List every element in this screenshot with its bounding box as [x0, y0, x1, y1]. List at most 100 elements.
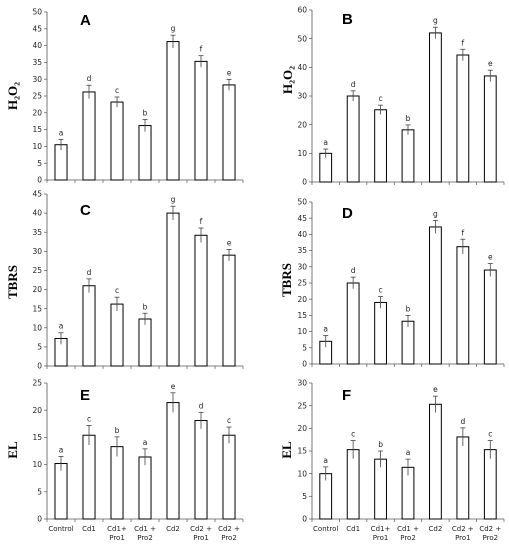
- y-tick-label: 5: [37, 159, 42, 168]
- category-label: Cd2 + Pro2: [479, 525, 501, 542]
- significance-letter: d: [460, 417, 465, 426]
- bar: [346, 449, 360, 520]
- y-tick-label: 10: [32, 142, 42, 151]
- significance-letter: e: [433, 385, 438, 394]
- bar: [374, 458, 387, 520]
- bar: [483, 75, 497, 183]
- category-label: Cd1: [346, 525, 360, 533]
- category-label-line2: Pro2: [400, 534, 416, 542]
- y-tick-label: 15: [32, 433, 42, 442]
- category-label: Control: [313, 525, 338, 533]
- significance-letter: b: [406, 304, 411, 313]
- y-tick-label: 5: [37, 487, 42, 496]
- bar: [401, 129, 415, 183]
- significance-letter: c: [227, 416, 231, 425]
- bar: [54, 463, 68, 520]
- significance-letter: e: [488, 253, 493, 262]
- category-label: Cd2: [429, 525, 443, 533]
- bar: [138, 125, 152, 181]
- bar: [166, 41, 180, 181]
- significance-letter: e: [227, 238, 232, 247]
- bar: [374, 109, 387, 183]
- y-tick-label: 50: [32, 8, 42, 17]
- y-tick-label: 30: [297, 262, 307, 271]
- category-label: Cd1 + Pro2: [397, 525, 419, 542]
- y-tick-label: 10: [297, 149, 307, 158]
- bar: [194, 420, 208, 520]
- y-tick-label: 40: [297, 230, 307, 239]
- y-tick-label: 25: [297, 279, 307, 288]
- y-tick-label: 10: [297, 327, 307, 336]
- y-tick-label: 0: [302, 360, 307, 369]
- y-axis-label: H₂O₂: [5, 82, 20, 110]
- bar: [222, 254, 236, 367]
- category-label: Cd1+ Pro1: [371, 525, 391, 542]
- panel-letter: A: [80, 12, 91, 29]
- y-tick-label: 35: [297, 246, 307, 255]
- y-tick-label: 5: [302, 492, 307, 501]
- y-tick-label: 30: [32, 247, 42, 256]
- bar: [456, 246, 470, 365]
- category-label-line2: Pro1: [455, 534, 471, 542]
- significance-letter: a: [323, 324, 328, 333]
- significance-letter: c: [379, 286, 383, 295]
- bar: [346, 282, 360, 365]
- y-tick-label: 60: [297, 6, 307, 15]
- category-label: Cd1: [82, 525, 96, 533]
- significance-letter: a: [323, 138, 328, 147]
- category-label-line1: Cd2 +: [479, 525, 501, 533]
- significance-letter: g: [433, 209, 438, 218]
- bar: [194, 234, 208, 367]
- panel-letter: D: [342, 205, 353, 222]
- significance-letter: a: [59, 128, 64, 137]
- significance-letter: a: [406, 448, 411, 457]
- y-tick-label: 25: [32, 266, 42, 275]
- bar: [483, 269, 497, 365]
- y-tick-label: 30: [297, 92, 307, 101]
- bar: [110, 303, 124, 367]
- y-tick-label: 35: [32, 58, 42, 67]
- significance-letter: b: [378, 440, 383, 449]
- significance-letter: g: [171, 195, 176, 204]
- bar: [138, 456, 152, 520]
- y-tick-label: 45: [32, 24, 42, 33]
- y-tick-label: 20: [32, 406, 42, 415]
- significance-letter: f: [200, 45, 203, 54]
- significance-letter: f: [200, 217, 203, 226]
- bar: [429, 32, 442, 183]
- panel-letter: E: [80, 387, 90, 404]
- panel-letter: F: [342, 387, 351, 404]
- y-tick-label: 0: [302, 515, 307, 524]
- y-tick-label: 30: [297, 379, 307, 388]
- significance-letter: d: [351, 80, 356, 89]
- bar: [166, 402, 180, 520]
- category-label-line2: Pro2: [483, 534, 499, 542]
- y-tick-label: 20: [297, 120, 307, 129]
- bar: [222, 84, 236, 181]
- bar: [483, 449, 497, 520]
- category-label-line1: Cd1 +: [397, 525, 419, 533]
- category-label-line1: Cd2 +: [452, 525, 474, 533]
- y-tick-label: 25: [297, 401, 307, 410]
- panel-a: 0 5 10 15 20 25 30 35 40 45 50 a d c b g f e A H₂O₂: [5, 8, 244, 185]
- significance-letter: a: [323, 456, 328, 465]
- significance-letter: g: [171, 24, 176, 33]
- significance-letter: c: [115, 86, 119, 95]
- panel-letter: B: [342, 11, 353, 28]
- bar: [401, 320, 415, 365]
- bar: [429, 403, 442, 520]
- significance-letter: d: [351, 266, 356, 275]
- y-tick-label: 35: [32, 228, 42, 237]
- bar: [456, 436, 470, 520]
- category-label-line1: Cd1+: [371, 525, 391, 533]
- y-tick-label: 50: [297, 198, 307, 207]
- y-tick-label: 10: [297, 469, 307, 478]
- y-tick-label: 20: [32, 285, 42, 294]
- category-label-line1: Cd2 +: [218, 525, 240, 533]
- significance-letter: a: [143, 438, 148, 447]
- y-tick-label: 30: [32, 75, 42, 84]
- bar: [374, 301, 387, 365]
